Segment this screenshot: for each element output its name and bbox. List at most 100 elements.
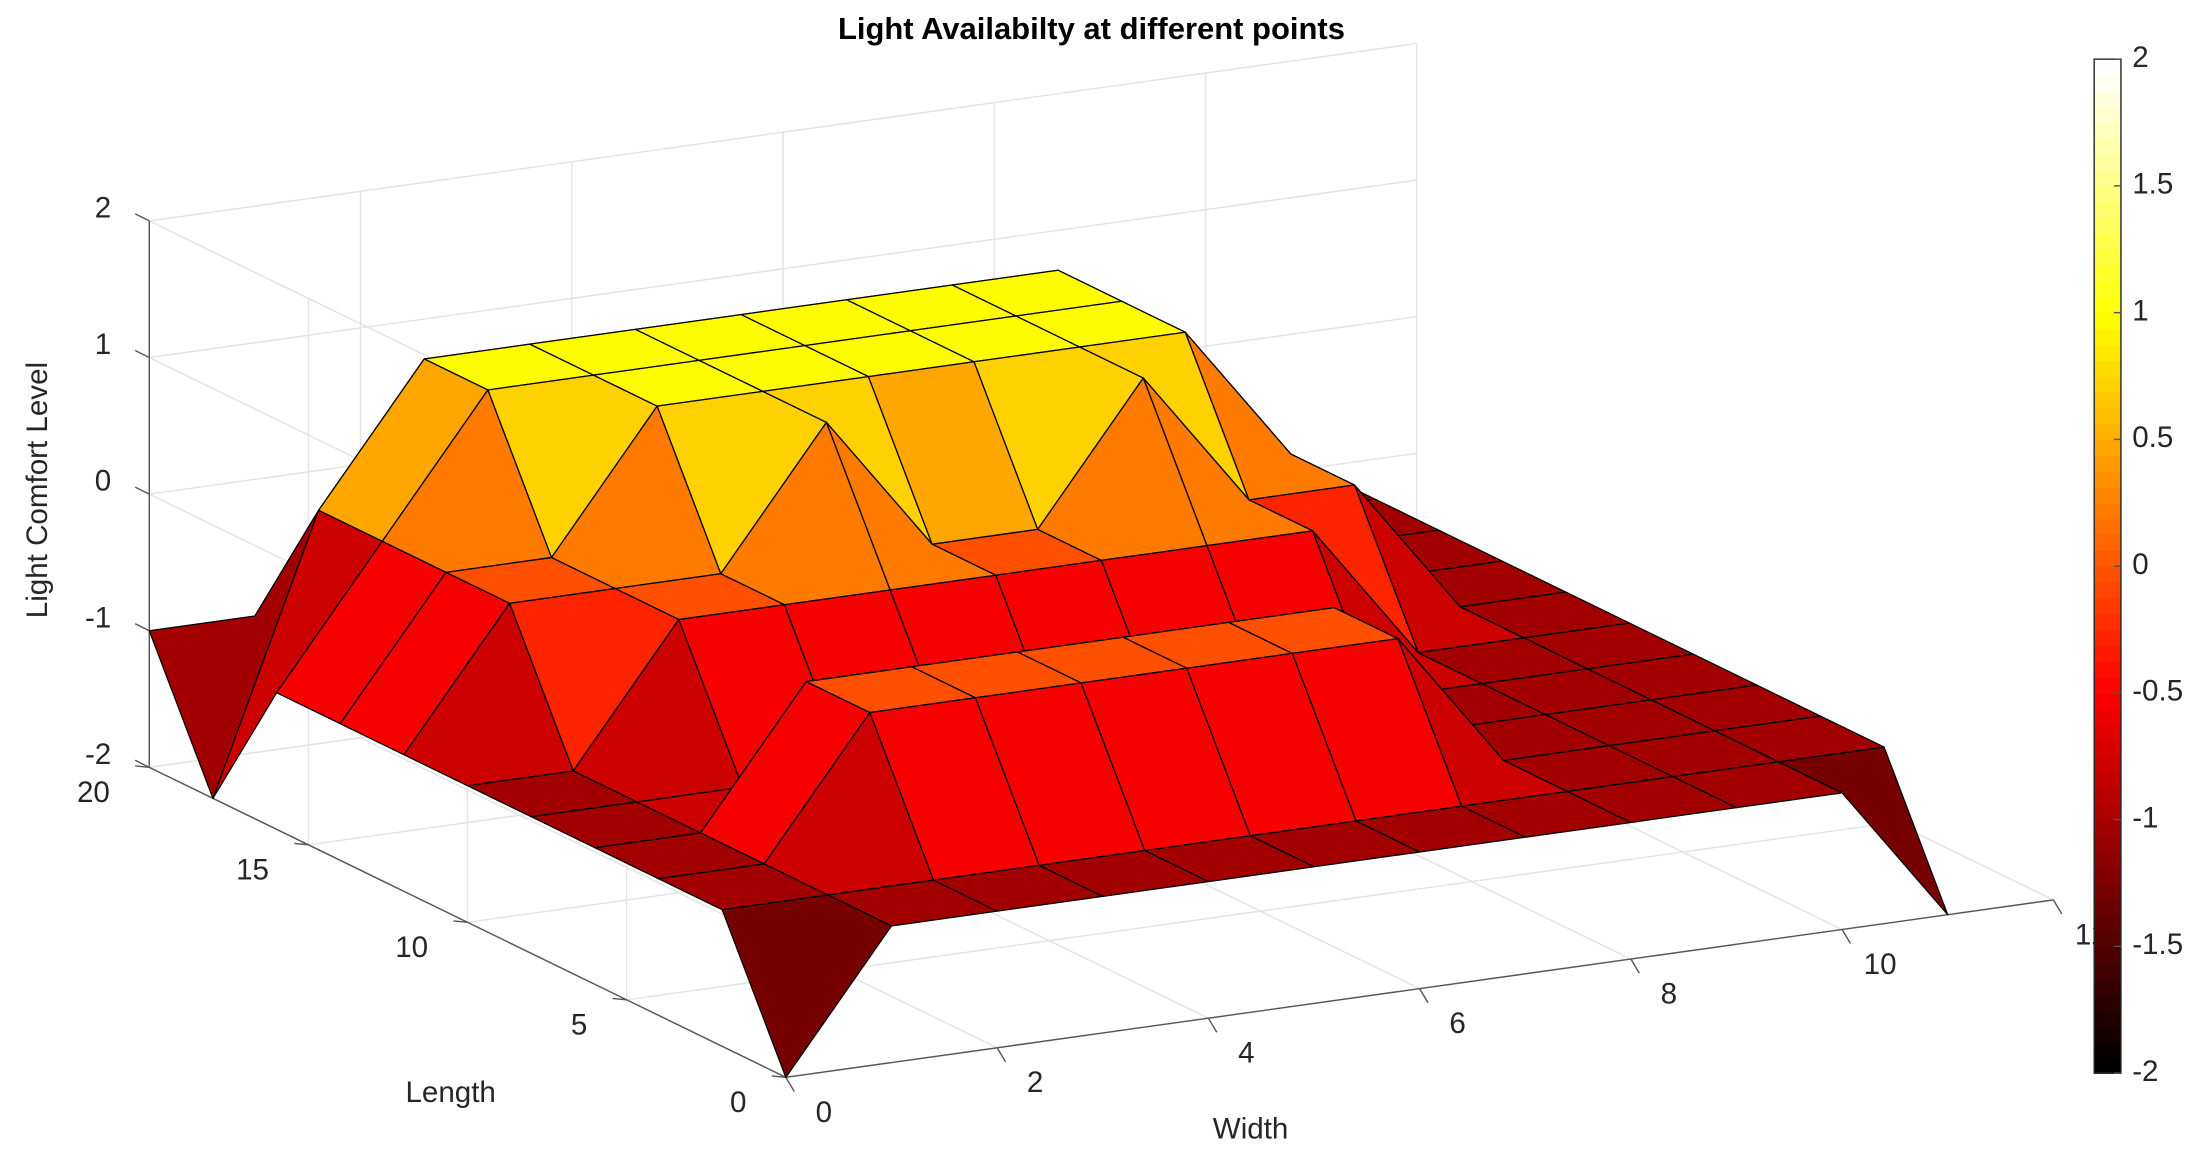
colorbar-cell	[2094, 1057, 2121, 1074]
colorbar-tick-label: -1	[2132, 801, 2158, 834]
tick-mark	[2052, 899, 2063, 915]
colorbar-tick-label: -0.5	[2132, 675, 2183, 708]
tick-mark	[1207, 1017, 1218, 1033]
colorbar-cell	[2094, 819, 2121, 837]
colorbar-cell	[2094, 106, 2121, 124]
colorbar-cell	[2094, 471, 2121, 488]
colorbar-cell	[2094, 201, 2121, 219]
colorbar-cell	[2094, 455, 2121, 472]
x-tick-label: 2	[1027, 1066, 1043, 1099]
colorbar-tick-label: 0.5	[2132, 421, 2173, 454]
colorbar-cell	[2094, 1009, 2121, 1027]
x-tick-label: 10	[1864, 948, 1897, 981]
colorbar-cell	[2094, 376, 2121, 393]
colorbar-cell	[2094, 249, 2121, 266]
colorbar-cell	[2094, 597, 2121, 615]
colorbar-cell	[2094, 407, 2121, 425]
surface-face	[721, 894, 893, 1078]
tick-mark	[612, 997, 627, 1001]
colorbar-cell	[2094, 486, 2121, 504]
tick-mark	[1841, 929, 1852, 944]
z-tick-label: 1	[95, 328, 111, 361]
colorbar-tick-label: 1.5	[2132, 168, 2173, 201]
tick-mark	[1630, 958, 1640, 974]
colorbar-cell	[2094, 550, 2121, 567]
colorbar-cell	[2094, 724, 2121, 742]
colorbar-cell	[2094, 787, 2121, 805]
grid-line	[149, 179, 1417, 359]
tick-mark	[1418, 988, 1429, 1004]
colorbar-tick-label: 2	[2132, 41, 2148, 74]
colorbar-cell	[2094, 629, 2121, 647]
tick-mark	[785, 1076, 795, 1092]
z-tick-label: -1	[85, 601, 111, 634]
colorbar-tick-label: -2	[2132, 1055, 2158, 1088]
y-tick-label: 20	[77, 776, 110, 809]
colorbar-cell	[2094, 803, 2121, 821]
colorbar-tick-label: 0	[2132, 548, 2148, 581]
colorbar-cell	[2094, 534, 2121, 551]
colorbar-cell	[2094, 170, 2121, 187]
colorbar-cell	[2094, 265, 2121, 282]
colorbar-cell	[2094, 360, 2121, 377]
y-tick-label: 0	[730, 1086, 746, 1119]
tick-mark	[294, 842, 309, 846]
colorbar-tick-label: -1.5	[2132, 928, 2183, 961]
y-axis-label: Length	[405, 1076, 495, 1109]
colorbar-cell	[2094, 566, 2121, 583]
colorbar-cell	[2094, 851, 2121, 868]
colorbar-cell	[2094, 835, 2121, 853]
y-tick-label: 5	[571, 1008, 587, 1041]
colorbar-cell	[2094, 518, 2121, 536]
colorbar-cell	[2094, 914, 2121, 932]
tick-mark	[771, 1075, 786, 1079]
colorbar-cell	[2094, 185, 2121, 203]
colorbar-cell	[2094, 90, 2121, 108]
colorbar-cell	[2094, 154, 2121, 171]
y-tick-label: 15	[236, 853, 269, 886]
tick-mark	[135, 765, 150, 769]
colorbar-cell	[2094, 122, 2121, 140]
colorbar-cell	[2094, 993, 2121, 1011]
tick-mark	[996, 1047, 1007, 1063]
x-tick-label: 0	[816, 1096, 832, 1129]
colorbar-cell	[2094, 661, 2121, 678]
colorbar-cell	[2094, 1041, 2121, 1058]
x-tick-label: 6	[1449, 1007, 1465, 1040]
colorbar-cell	[2094, 883, 2121, 900]
surface-face	[1777, 746, 1949, 916]
colorbar-cell	[2094, 898, 2121, 916]
colorbar-cell	[2094, 138, 2121, 155]
colorbar-cell	[2094, 867, 2121, 884]
colorbar-cell	[2094, 756, 2121, 773]
colorbar-cell	[2094, 439, 2121, 456]
colorbar-cell	[2094, 677, 2121, 694]
colorbar-cell	[2094, 613, 2121, 631]
colorbar-cell	[2094, 740, 2121, 757]
tick-mark	[134, 486, 150, 495]
colorbar-cell	[2094, 233, 2121, 250]
colorbar-cell	[2094, 391, 2121, 409]
tick-mark	[453, 920, 468, 924]
colorbar-cell	[2094, 312, 2121, 330]
colorbar-cell	[2094, 772, 2121, 789]
colorbar-cell	[2094, 423, 2121, 441]
colorbar-cell	[2094, 978, 2121, 995]
colorbar-tick-label: 1	[2132, 294, 2148, 327]
colorbar-cell	[2094, 946, 2121, 963]
tick-mark	[134, 213, 150, 222]
colorbar-cell	[2094, 217, 2121, 235]
tick-mark	[134, 623, 150, 632]
tick-mark	[134, 759, 150, 768]
x-tick-label: 8	[1661, 977, 1677, 1010]
x-tick-label: 4	[1238, 1037, 1254, 1070]
z-tick-label: -2	[85, 738, 111, 771]
colorbar-cell	[2094, 708, 2121, 726]
colorbar-cell	[2094, 962, 2121, 979]
colorbar-cell	[2094, 296, 2121, 314]
colorbar-cell	[2094, 581, 2121, 599]
colorbar-cell	[2094, 280, 2121, 298]
tick-mark	[134, 349, 150, 359]
colorbar-cell	[2094, 1025, 2121, 1043]
